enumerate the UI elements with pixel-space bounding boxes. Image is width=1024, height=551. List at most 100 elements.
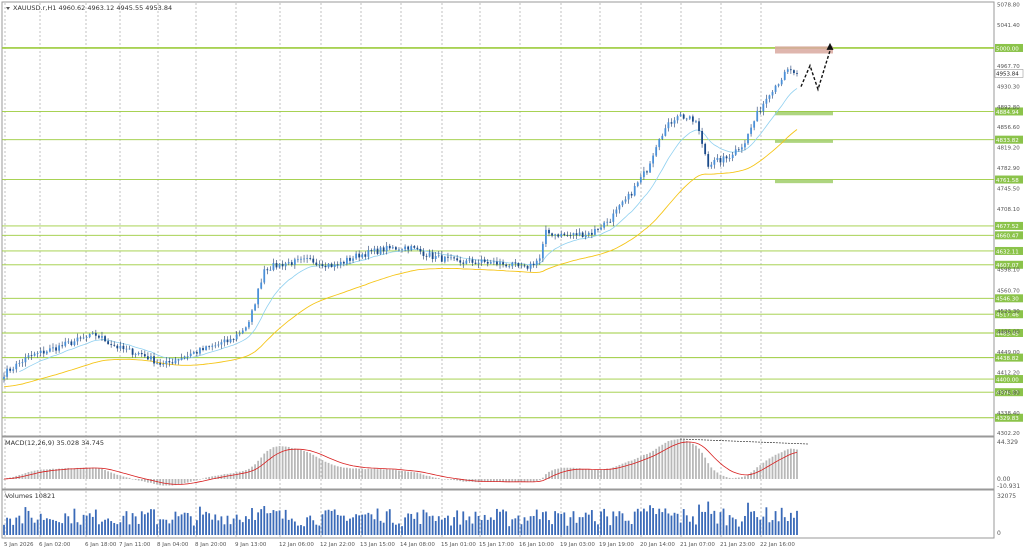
volume-bar bbox=[76, 522, 79, 535]
candle-body bbox=[180, 357, 183, 360]
volume-bar bbox=[575, 522, 578, 535]
candle-body bbox=[624, 199, 627, 202]
volume-bar bbox=[379, 520, 382, 535]
macd-hist-bar bbox=[695, 445, 697, 479]
candle-body bbox=[324, 265, 327, 268]
candle-body bbox=[713, 159, 716, 165]
macd-tick-bottom: -10.931 bbox=[997, 483, 1020, 490]
macd-hist-bar bbox=[600, 469, 602, 479]
candle-body bbox=[94, 333, 97, 336]
time-axis: 5 Jan 2026 6 Jan 02:00 6 Jan 18:00 7 Jan 11… bbox=[4, 542, 795, 548]
candle-body bbox=[336, 264, 339, 266]
volume-bar bbox=[49, 519, 51, 535]
volume-bar bbox=[64, 513, 67, 535]
candle-body bbox=[655, 147, 658, 156]
time-tick-label: 12 Jan 06:00 bbox=[279, 542, 314, 548]
candle-body bbox=[480, 259, 483, 263]
volume-bar bbox=[119, 522, 122, 535]
candle-body bbox=[722, 156, 725, 163]
macd-pane[interactable] bbox=[1, 436, 995, 490]
dropdown-triangle-icon[interactable] bbox=[6, 7, 10, 10]
candle-body bbox=[459, 260, 462, 263]
candle-body bbox=[153, 356, 155, 364]
volume-bar bbox=[716, 523, 719, 535]
volume-bar bbox=[94, 509, 97, 535]
volume-bar bbox=[480, 520, 483, 535]
macd-hist-bar bbox=[232, 473, 235, 479]
candle-body bbox=[168, 361, 171, 363]
candle-body bbox=[223, 339, 226, 343]
candle-body bbox=[563, 233, 566, 236]
volume-bar bbox=[731, 517, 734, 535]
candle-body bbox=[79, 337, 82, 339]
price-tick-label: 4302.20 bbox=[997, 431, 1020, 437]
candle-body bbox=[581, 232, 584, 237]
macd-hist-bar bbox=[499, 479, 501, 482]
volume-bar bbox=[364, 514, 367, 535]
volume-bar bbox=[483, 514, 486, 535]
candle-body bbox=[110, 344, 113, 345]
candle-body bbox=[557, 234, 560, 237]
level-label-box bbox=[995, 246, 1023, 255]
volume-bar bbox=[6, 517, 8, 535]
candle-body bbox=[284, 263, 287, 267]
macd-hist-bar bbox=[517, 479, 520, 482]
candle-body bbox=[676, 116, 679, 121]
volume-bar bbox=[137, 523, 140, 535]
macd-hist-bar bbox=[91, 467, 94, 479]
volume-bar bbox=[220, 516, 223, 535]
level-label: 4329.83 bbox=[996, 416, 1019, 422]
candle-body bbox=[621, 201, 624, 206]
candle-body bbox=[254, 304, 256, 311]
macd-hist-bar bbox=[431, 477, 434, 479]
volume-bar bbox=[658, 508, 661, 535]
macd-hist-bar bbox=[590, 470, 593, 479]
macd-hist-bar bbox=[560, 467, 563, 479]
candle-body bbox=[554, 234, 557, 236]
main-pane[interactable] bbox=[1, 1, 995, 437]
candle-body bbox=[545, 229, 547, 244]
candle-body bbox=[652, 155, 654, 164]
forecast-arrow bbox=[800, 42, 834, 92]
macd-hist-bar bbox=[474, 479, 477, 483]
volume-bar bbox=[541, 512, 544, 535]
candle-body bbox=[685, 118, 688, 120]
macd-hist-bar bbox=[61, 468, 64, 479]
candle-body bbox=[783, 71, 786, 80]
volume-bar bbox=[520, 524, 523, 535]
candle-body bbox=[535, 260, 538, 266]
volume-bar bbox=[630, 524, 633, 535]
macd-hist-bar bbox=[771, 456, 774, 479]
macd-hist-bar bbox=[379, 468, 382, 479]
volume-bar bbox=[199, 506, 201, 535]
volume-bars bbox=[3, 501, 798, 535]
volume-pane[interactable] bbox=[1, 489, 995, 539]
level-label: 4483.45 bbox=[996, 331, 1019, 337]
volume-bar bbox=[523, 517, 526, 535]
macd-hist-bar bbox=[685, 440, 688, 479]
candle-body bbox=[217, 344, 220, 346]
volume-bar bbox=[428, 516, 431, 535]
macd-hist-bar bbox=[64, 468, 67, 479]
macd-hist-bar bbox=[404, 471, 406, 479]
macd-hist-bar bbox=[701, 452, 703, 479]
macd-hist-bar bbox=[416, 472, 419, 479]
macd-hist-bar bbox=[796, 449, 798, 479]
macd-hist-bar bbox=[58, 468, 61, 479]
candle-body bbox=[33, 353, 36, 356]
candle-body bbox=[627, 193, 630, 200]
macd-hist-bar bbox=[713, 470, 716, 479]
candle-body bbox=[272, 263, 275, 270]
volume-bar bbox=[471, 523, 474, 535]
support-zone bbox=[775, 111, 833, 116]
candle-body bbox=[793, 70, 795, 74]
volume-bar bbox=[419, 523, 422, 535]
forecast-zones bbox=[775, 46, 833, 184]
volume-bar bbox=[548, 520, 550, 535]
volume-bar bbox=[297, 525, 299, 535]
macd-hist-bar bbox=[581, 468, 584, 479]
macd-hist-bar bbox=[367, 468, 370, 479]
volume-bar bbox=[208, 513, 211, 535]
volume-bar bbox=[710, 513, 713, 535]
